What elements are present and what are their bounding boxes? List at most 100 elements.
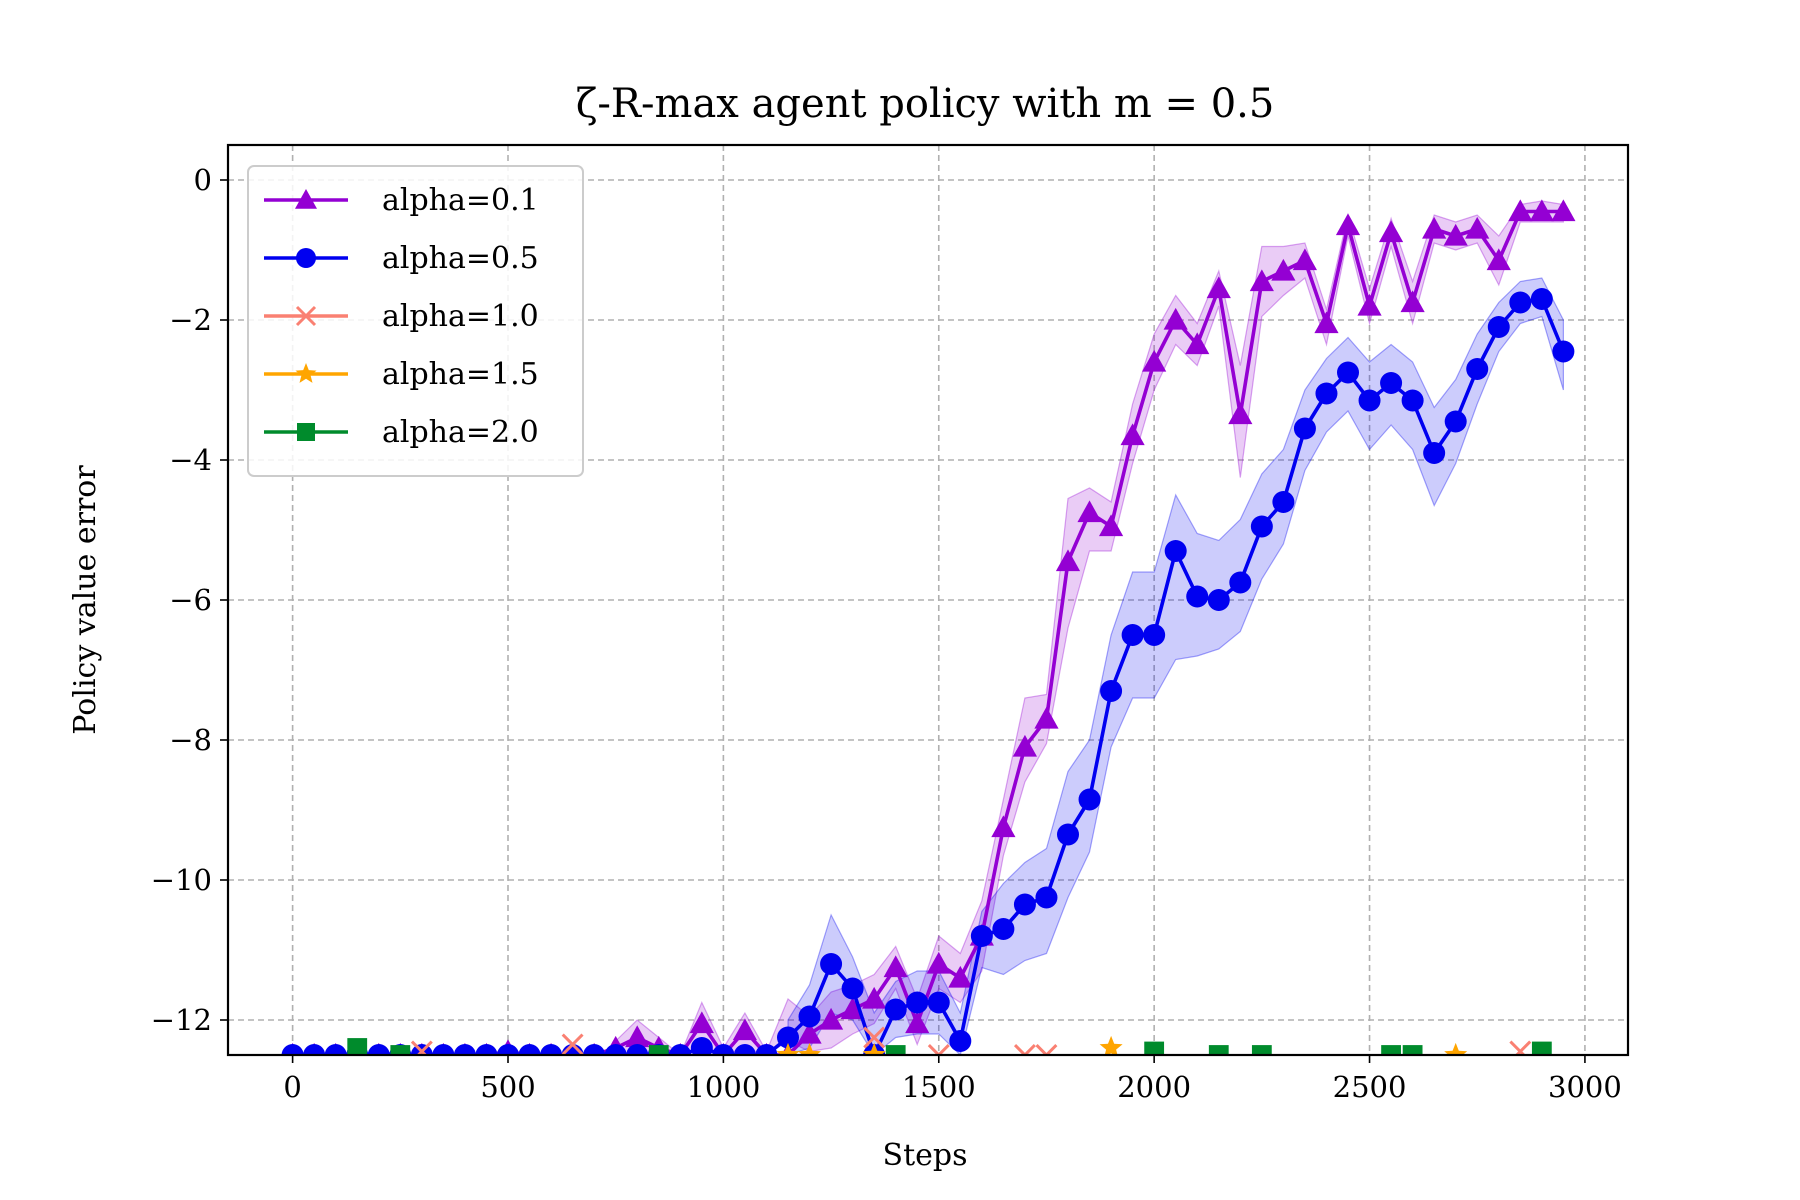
legend-label: alpha=1.5 [382,357,539,392]
y-tick-label: 0 [194,163,212,197]
data-point [453,1044,476,1055]
data-point [818,1007,844,1030]
data-point [798,1042,821,1055]
data-point [1509,291,1532,314]
data-point [324,1044,347,1055]
data-point [1508,199,1533,222]
data-point [1057,823,1079,846]
data-point [347,1038,368,1055]
data-point [1466,358,1489,380]
data-point [1144,1041,1165,1055]
data-point [1272,491,1295,513]
data-point [840,997,865,1020]
y-tick-label: −2 [169,303,212,337]
data-point [1013,1044,1036,1055]
legend-entry: alpha=0.1 [264,183,539,218]
data-point [1099,1035,1123,1055]
data-point [1292,248,1318,271]
data-point [475,1044,498,1055]
legend-label: alpha=2.0 [382,415,539,450]
data-point [1120,423,1145,446]
legend-label: alpha=0.5 [382,241,539,276]
data-point [712,1044,735,1055]
data-point [1402,1045,1423,1055]
data-point [1229,571,1252,594]
series-alpha-0-5 [281,288,1575,1055]
x-axis-label: Steps [883,1138,968,1173]
data-point [1034,706,1059,729]
data-point [648,1045,669,1055]
data-point [1357,293,1382,316]
data-point [905,1011,930,1034]
chart-title: ζ-R-max agent policy with m = 0.5 [576,81,1275,127]
data-point [1401,389,1424,412]
x-tick-label: 3000 [1548,1070,1622,1104]
data-point [820,953,843,975]
data-point [296,248,316,268]
data-point [755,1044,778,1055]
data-point [777,1026,799,1049]
data-point [927,1044,950,1055]
y-axis-ticks: 0 −2 −4 −6 −8 −10 −12 [151,163,228,1037]
data-point [1443,223,1468,246]
data-point [297,423,315,441]
data-point [1013,893,1036,916]
data-point [1098,514,1124,537]
data-point [1121,624,1144,646]
data-point [540,1044,563,1055]
y-axis-label: Policy value error [68,465,103,735]
data-point [1251,1045,1272,1055]
data-point [1186,585,1209,608]
x-tick-label: 2000 [1117,1070,1191,1104]
data-point [1035,886,1058,909]
data-point [1378,220,1404,243]
data-point [1250,515,1273,538]
data-point [970,925,993,947]
data-point [497,1044,519,1055]
data-point [1293,417,1316,440]
x-tick-label: 0 [283,1070,301,1104]
data-point [862,986,887,1009]
data-point [862,1042,886,1055]
legend-label: alpha=0.1 [382,183,539,218]
data-point [1100,680,1123,702]
series-lines [281,199,1576,1055]
x-tick-label: 2500 [1333,1070,1407,1104]
data-point [906,991,929,1014]
data-point [518,1044,541,1055]
data-point [1530,288,1553,310]
data-point [1487,316,1510,338]
data-point [1228,402,1253,425]
legend-entry: alpha=0.5 [264,241,539,276]
data-point [303,1044,326,1055]
data-point [1465,216,1490,239]
data-point [1055,549,1081,572]
data-point [1164,540,1187,562]
data-point [561,1044,584,1055]
x-axis-ticks: 0 500 1000 1500 2000 2500 3000 [283,1055,1622,1104]
data-point [797,1021,822,1044]
data-point [949,1030,972,1052]
y-tick-label: −8 [169,723,212,757]
data-point [626,1044,649,1055]
legend-entry: alpha=1.5 [264,357,539,392]
x-tick-label: 1500 [902,1070,976,1104]
data-point [1531,1041,1552,1055]
data-point [1208,1045,1229,1055]
data-point [367,1044,390,1055]
data-point [689,1011,714,1034]
data-point [863,1026,886,1049]
data-point [885,1045,906,1055]
series-alpha-1-5 [776,1035,1468,1055]
data-point [1552,340,1575,363]
data-point [1486,248,1511,271]
data-point [1206,276,1231,299]
data-point [1078,788,1101,811]
data-point [927,991,950,1014]
data-point [1444,410,1467,433]
x-tick-label: 500 [480,1070,535,1104]
data-point [295,363,317,383]
data-point [281,1044,304,1055]
data-point [841,977,864,1000]
